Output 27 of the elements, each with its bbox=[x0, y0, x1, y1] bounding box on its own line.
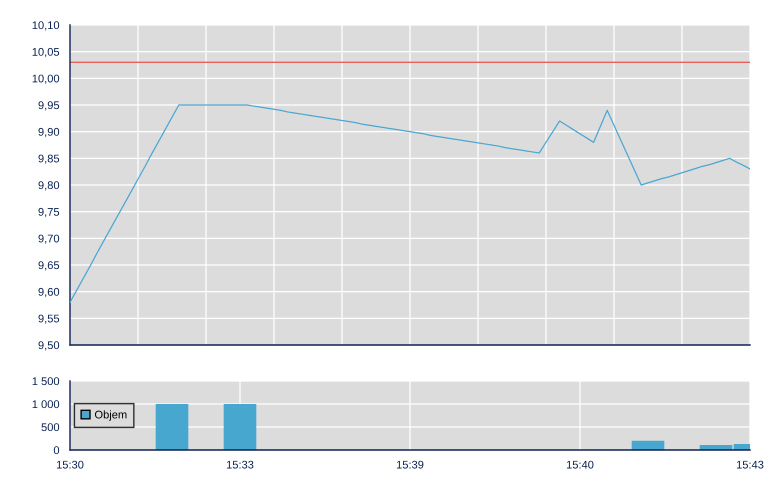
y-tick-label: 9,85 bbox=[38, 154, 60, 164]
legend-label: Objem bbox=[94, 410, 126, 421]
y-tick-label: 9,95 bbox=[38, 101, 60, 110]
x-tick-label: 15:33 bbox=[226, 460, 254, 469]
y-tick-label: 10,05 bbox=[32, 48, 60, 58]
bar bbox=[224, 404, 256, 450]
y-tick-label: 1 500 bbox=[32, 377, 60, 386]
x-tick-label: 15:43 bbox=[736, 460, 764, 469]
y-tick-label: 9,55 bbox=[38, 314, 60, 324]
y-tick-label: 500 bbox=[41, 423, 60, 432]
x-tick-label: 15:30 bbox=[56, 460, 84, 469]
y-tick-label: 10,00 bbox=[32, 74, 60, 84]
line-series bbox=[70, 104, 750, 303]
y-tick-label: 9,90 bbox=[38, 128, 60, 138]
y-tick-label: 9,65 bbox=[38, 261, 60, 270]
y-tick-label: 9,75 bbox=[38, 208, 60, 218]
y-tick-label: 0 bbox=[54, 446, 60, 454]
x-tick-label: 15:40 bbox=[566, 460, 594, 469]
y-tick-label: 9,70 bbox=[38, 234, 60, 244]
y-tick-label: 9,80 bbox=[38, 181, 60, 190]
x-tick-label: 15:39 bbox=[396, 460, 424, 469]
y-tick-label: 9,50 bbox=[38, 341, 60, 350]
bar bbox=[632, 440, 664, 450]
y-tick-label: 10,10 bbox=[32, 21, 60, 30]
bar bbox=[156, 404, 188, 450]
y-tick-label: 9,60 bbox=[38, 288, 60, 298]
y-tick-label: 1 000 bbox=[32, 400, 60, 408]
